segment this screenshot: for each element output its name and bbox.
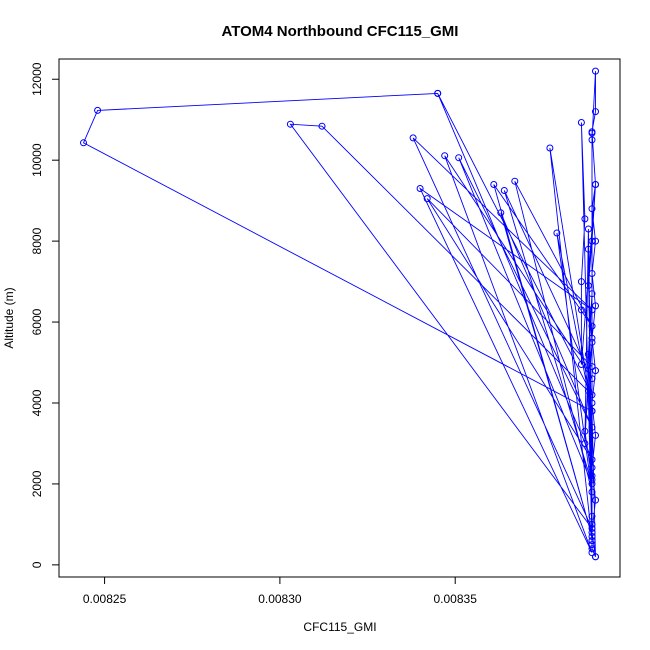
- data-point: [588, 476, 596, 484]
- data-point: [588, 290, 596, 298]
- series-group: [80, 67, 599, 561]
- data-point: [588, 375, 596, 383]
- series-line: [82, 71, 596, 557]
- data-point: [588, 541, 596, 549]
- x-tick-label: 0.00825: [83, 592, 127, 606]
- data-point: [581, 440, 589, 447]
- data-point: [441, 152, 449, 160]
- x-tick-label: 0.00830: [258, 592, 302, 606]
- data-point: [588, 338, 596, 346]
- y-axis: 0 2000 4000 6000 8000 10000 12000: [30, 62, 59, 568]
- data-point: [588, 533, 596, 540]
- data-point: [553, 229, 561, 237]
- data-point: [511, 177, 519, 185]
- data-point: [434, 89, 442, 97]
- data-point: [592, 302, 599, 310]
- data-point: [318, 122, 326, 130]
- data-point: [592, 553, 599, 561]
- data-point: [588, 549, 596, 557]
- data-point: [416, 185, 424, 192]
- data-point: [588, 545, 596, 553]
- data-point: [592, 431, 599, 439]
- data-point: [490, 181, 498, 188]
- data-point: [584, 225, 592, 233]
- data-point: [423, 195, 431, 203]
- data-point: [592, 237, 599, 245]
- y-tick-label: 4000: [30, 389, 44, 416]
- data-point: [588, 205, 596, 213]
- data-point: [588, 391, 596, 399]
- data-point: [584, 387, 592, 395]
- data-point: [584, 245, 592, 253]
- data-point: [584, 282, 592, 290]
- data-point: [581, 215, 589, 223]
- data-point: [588, 488, 596, 496]
- data-point: [588, 537, 596, 545]
- data-point: [588, 407, 596, 415]
- data-point: [592, 496, 599, 504]
- data-point: [588, 306, 596, 314]
- data-point: [80, 139, 87, 147]
- data-point: [286, 120, 294, 128]
- y-tick-label: 0: [30, 561, 44, 568]
- data-point: [588, 423, 596, 431]
- data-point: [588, 270, 596, 277]
- data-point: [588, 399, 596, 407]
- data-point: [455, 154, 463, 162]
- data-point: [588, 529, 596, 536]
- data-point: [588, 456, 596, 464]
- data-point: [577, 119, 585, 126]
- x-axis: 0.00825 0.00830 0.00835: [83, 577, 477, 606]
- data-point: [497, 209, 505, 217]
- data-point: [500, 187, 508, 194]
- data-point: [584, 350, 592, 358]
- y-axis-label: Altitude (m): [2, 287, 16, 348]
- data-point: [577, 361, 585, 368]
- data-point: [588, 363, 596, 371]
- data-point: [592, 367, 599, 375]
- data-point: [588, 480, 596, 488]
- data-point: [588, 334, 596, 342]
- y-tick-label: 2000: [30, 470, 44, 497]
- data-point: [588, 524, 596, 532]
- data-point: [592, 108, 599, 116]
- data-point: [577, 306, 585, 314]
- y-tick-label: 12000: [30, 62, 44, 96]
- y-tick-label: 10000: [30, 143, 44, 177]
- y-tick-label: 8000: [30, 227, 44, 254]
- data-point: [592, 181, 599, 188]
- data-point: [94, 106, 102, 114]
- data-point: [588, 136, 596, 144]
- data-point: [546, 144, 554, 152]
- data-point: [592, 67, 599, 75]
- data-point: [588, 128, 596, 136]
- y-tick-label: 6000: [30, 308, 44, 335]
- data-point: [588, 472, 596, 480]
- data-point: [588, 464, 596, 472]
- chart-title: ATOM4 Northbound CFC115_GMI: [222, 23, 459, 40]
- data-point: [409, 134, 417, 142]
- x-tick-label: 0.00835: [434, 592, 478, 606]
- data-point: [577, 278, 585, 286]
- x-axis-label: CFC115_GMI: [303, 620, 376, 634]
- plot-frame: [58, 58, 621, 578]
- data-point: [581, 427, 589, 435]
- data-point: [588, 520, 596, 528]
- data-point: [588, 512, 596, 520]
- data-point: [588, 237, 596, 245]
- data-point: [588, 322, 596, 330]
